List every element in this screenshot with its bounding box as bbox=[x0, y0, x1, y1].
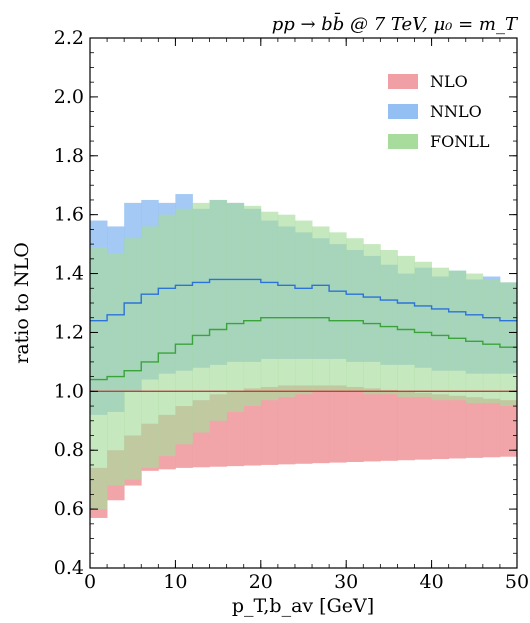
y-tick-label: 1.8 bbox=[54, 145, 84, 167]
band-bin-nlo-9 bbox=[243, 388, 262, 466]
band-bin-fonll-22 bbox=[465, 273, 484, 404]
band-bin-nlo-14 bbox=[329, 385, 347, 463]
band-bin-fonll-5 bbox=[175, 208, 193, 445]
band-bin-nlo-20 bbox=[431, 394, 450, 460]
central-line-nnlo bbox=[90, 278, 517, 322]
band-bin-fonll-7 bbox=[209, 199, 228, 421]
band-bin-nlo-19 bbox=[414, 392, 432, 460]
legend-label-fonll: FONLL bbox=[430, 132, 490, 151]
band-bin-fonll-2 bbox=[124, 238, 142, 480]
y-tick-label: 1.0 bbox=[54, 380, 84, 402]
band-bin-nlo-21 bbox=[448, 395, 467, 459]
x-tick-label: 20 bbox=[249, 571, 273, 593]
band-bin-fonll-10 bbox=[260, 211, 279, 401]
x-tick-labels: 0 10 20 30 40 50 bbox=[84, 571, 529, 593]
band-bin-nlo-16 bbox=[363, 388, 381, 462]
band-bin-fonll-8 bbox=[226, 202, 245, 412]
band-bin-fonll-16 bbox=[363, 244, 381, 395]
x-tick-label: 50 bbox=[505, 571, 529, 593]
band-bin-fonll-6 bbox=[192, 202, 210, 433]
band-bin-fonll-0 bbox=[90, 247, 108, 510]
legend-label-nlo: NLO bbox=[430, 72, 468, 91]
band-bin-nlo-23 bbox=[482, 398, 501, 458]
bands-layer bbox=[90, 194, 518, 518]
band-bin-fonll-11 bbox=[277, 214, 296, 398]
legend-swatch-nlo bbox=[388, 74, 418, 89]
band-bin-fonll-1 bbox=[107, 252, 125, 486]
y-tick-label: 0.6 bbox=[54, 498, 84, 520]
x-tick-label: 40 bbox=[420, 571, 444, 593]
band-bin-nlo-13 bbox=[312, 385, 330, 464]
y-axis-label: ratio to NLO bbox=[11, 242, 33, 364]
y-tick-label: 2.0 bbox=[54, 86, 84, 108]
y-tick-labels: 0.4 0.6 0.8 1.0 1.2 1.4 1.6 1.8 2.0 2.2 bbox=[54, 27, 84, 579]
y-tick-label: 1.4 bbox=[54, 263, 84, 285]
band-bin-fonll-21 bbox=[448, 270, 467, 401]
band-bin-fonll-3 bbox=[141, 226, 159, 468]
band-bin-fonll-18 bbox=[397, 255, 415, 398]
plot-frame bbox=[89, 37, 518, 569]
band-bin-nlo-17 bbox=[380, 389, 398, 461]
legend-label-nnlo: NNLO bbox=[430, 102, 482, 121]
y-tick-label: 1.6 bbox=[54, 204, 84, 226]
ticks-layer bbox=[89, 37, 518, 569]
y-tick-label: 1.2 bbox=[54, 321, 84, 343]
band-bin-fonll-19 bbox=[414, 261, 432, 398]
band-bin-nlo-22 bbox=[465, 397, 484, 458]
legend: NLO NNLO FONLL bbox=[388, 72, 490, 151]
band-bin-nlo-24 bbox=[499, 400, 518, 457]
x-tick-label: 10 bbox=[163, 571, 187, 593]
band-bin-nlo-18 bbox=[397, 391, 415, 461]
lines-layer bbox=[90, 278, 517, 393]
band-fonll bbox=[90, 199, 518, 510]
band-bin-fonll-14 bbox=[329, 232, 347, 392]
central-line-fonll bbox=[90, 317, 517, 381]
band-bin-nlo-10 bbox=[260, 386, 279, 465]
legend-swatch-nnlo bbox=[388, 104, 418, 119]
x-axis-label: p_T,b_av [GeV] bbox=[232, 595, 374, 617]
x-tick-label: 0 bbox=[84, 571, 96, 593]
y-tick-label: 2.2 bbox=[54, 27, 84, 49]
band-bin-nlo-12 bbox=[294, 385, 313, 464]
band-bin-nlo-11 bbox=[277, 385, 296, 465]
y-tick-label: 0.4 bbox=[54, 557, 84, 579]
band-bin-fonll-9 bbox=[243, 205, 262, 407]
band-bin-nlo-15 bbox=[346, 386, 364, 462]
x-tick-label: 30 bbox=[334, 571, 358, 593]
chart-title: pp → bb̄ @ 7 TeV, μ₀ = m_T bbox=[272, 11, 519, 35]
band-bin-fonll-13 bbox=[312, 226, 330, 392]
band-bin-fonll-24 bbox=[499, 282, 518, 407]
y-tick-label: 0.8 bbox=[54, 439, 84, 461]
band-bin-fonll-23 bbox=[482, 279, 501, 404]
band-bin-fonll-20 bbox=[431, 267, 450, 401]
band-bin-fonll-4 bbox=[158, 214, 176, 457]
band-bin-fonll-17 bbox=[380, 250, 398, 395]
band-bin-fonll-15 bbox=[346, 238, 364, 392]
band-bin-fonll-12 bbox=[294, 220, 313, 395]
legend-swatch-fonll bbox=[388, 134, 418, 149]
